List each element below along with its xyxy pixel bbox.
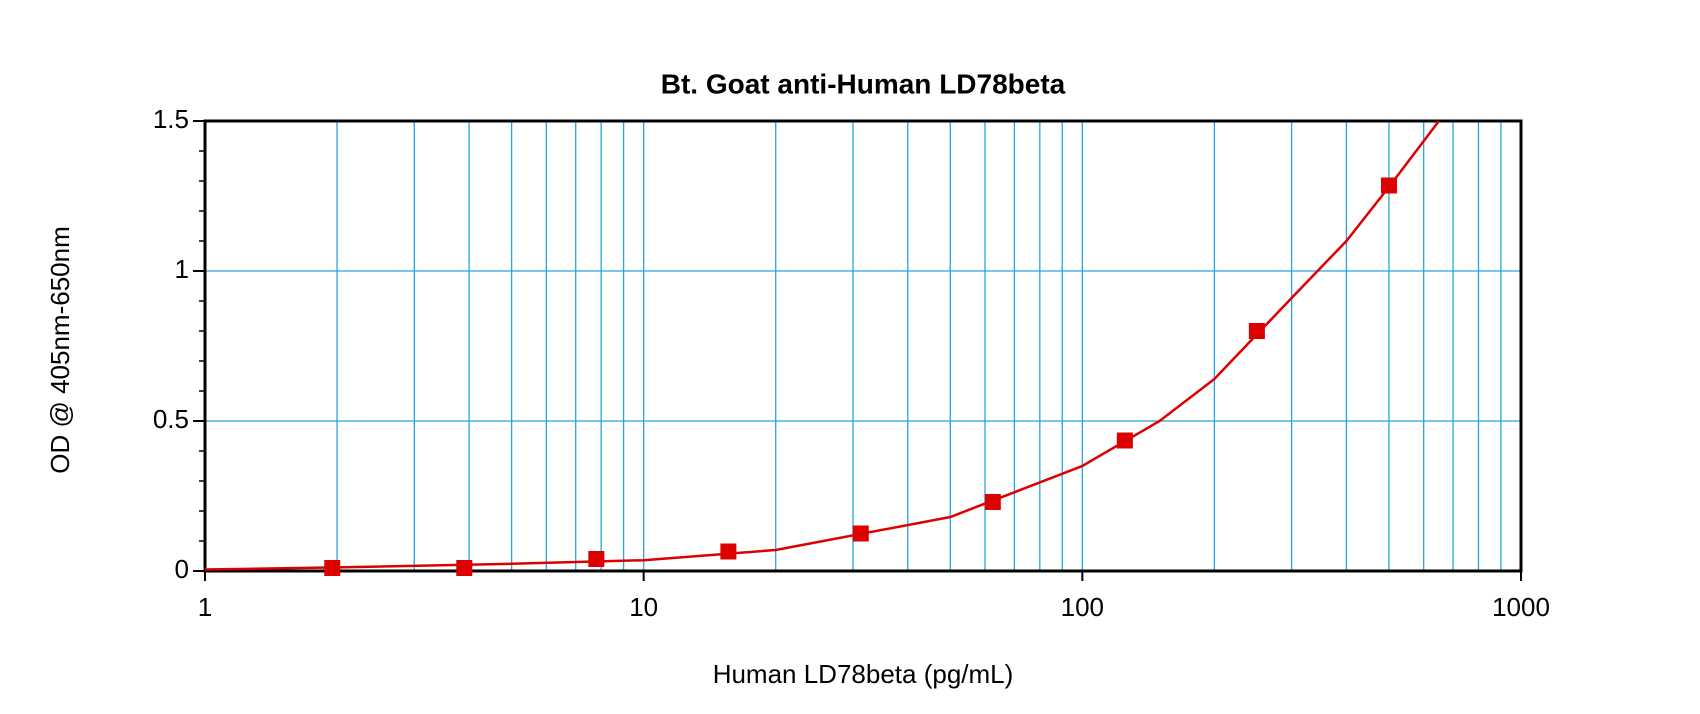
data-point — [852, 525, 869, 542]
y-axis-label: OD @ 405nm-650nm — [45, 226, 75, 474]
data-point — [1380, 177, 1397, 194]
data-point — [1116, 432, 1133, 449]
data-point — [984, 494, 1001, 510]
x-axis-label: Human LD78beta (pg/mL) — [713, 659, 1014, 689]
data-point — [588, 551, 605, 567]
x-tick-label: 1000 — [1492, 592, 1550, 622]
chart-title: Bt. Goat anti-Human LD78beta — [661, 68, 1066, 99]
plot-area — [205, 121, 1440, 571]
y-tick-label: 0 — [175, 554, 189, 584]
data-point — [456, 560, 473, 576]
data-point — [720, 543, 737, 560]
data-point — [1248, 323, 1265, 339]
fit-curve — [205, 121, 1440, 571]
y-tick-label: 1.5 — [153, 104, 189, 134]
data-point — [324, 560, 341, 576]
x-tick-label: 10 — [629, 592, 658, 622]
x-tick-label: 100 — [1061, 592, 1104, 622]
y-tick-label: 1 — [175, 254, 189, 284]
plot-frame — [203, 119, 1523, 573]
y-tick-label: 0.5 — [153, 404, 189, 434]
x-tick-label: 1 — [198, 592, 212, 622]
